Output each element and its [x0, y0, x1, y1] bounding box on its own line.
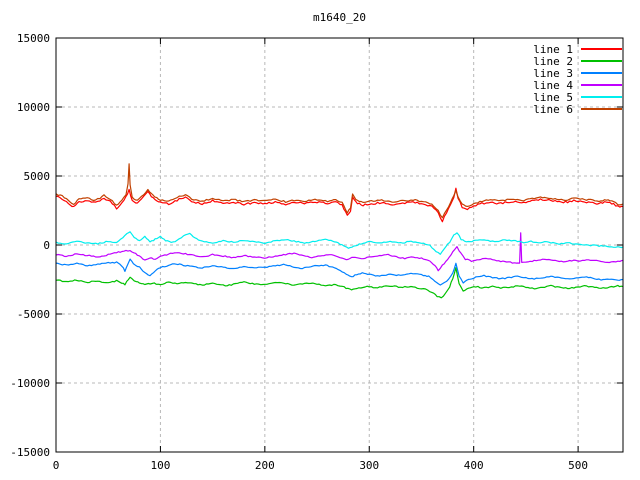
series-line-6 — [55, 163, 624, 219]
y-tick-label: -5000 — [17, 308, 50, 321]
y-tick-label: 5000 — [24, 170, 51, 183]
series-line-4 — [55, 232, 624, 272]
x-tick-label: 300 — [359, 459, 379, 472]
plot-border — [55, 37, 624, 453]
legend-item: line 1 — [533, 42, 622, 56]
series-line-3 — [55, 258, 624, 286]
y-tick-label: -10000 — [10, 377, 50, 390]
legend-line-sample — [581, 48, 622, 50]
series-line-2 — [55, 267, 624, 299]
y-tick-label: 15000 — [17, 32, 50, 45]
legend-line-sample — [581, 108, 622, 110]
x-tick-label: 500 — [568, 459, 588, 472]
legend-item: line 4 — [533, 78, 622, 92]
legend-line-sample — [581, 60, 622, 62]
y-tick-label: 10000 — [17, 101, 50, 114]
x-tick-label: 0 — [53, 459, 60, 472]
legend-item: line 2 — [533, 54, 622, 68]
chart-title: m1640_20 — [313, 11, 366, 24]
x-tick-label: 400 — [464, 459, 484, 472]
series-line-5 — [55, 231, 624, 255]
legend-item: line 3 — [533, 66, 622, 80]
legend-item: line 5 — [533, 90, 622, 104]
series-line-1 — [55, 187, 624, 223]
legend-label: line 5 — [533, 90, 573, 104]
legend-label: line 4 — [533, 78, 573, 92]
legend-label: line 1 — [533, 42, 573, 56]
x-tick-label: 100 — [150, 459, 170, 472]
legend-label: line 2 — [533, 54, 573, 68]
legend-label: line 6 — [533, 102, 573, 116]
legend-item: line 6 — [533, 102, 622, 116]
legend-line-sample — [581, 72, 622, 74]
x-tick-label: 200 — [255, 459, 275, 472]
legend-line-sample — [581, 96, 622, 98]
legend-line-sample — [581, 84, 622, 86]
y-tick-label: -15000 — [10, 446, 50, 459]
y-tick-label: 0 — [43, 239, 50, 252]
legend: line 1 line 2 line 3 line 4 line 5 line … — [533, 42, 622, 116]
legend-label: line 3 — [533, 66, 573, 80]
